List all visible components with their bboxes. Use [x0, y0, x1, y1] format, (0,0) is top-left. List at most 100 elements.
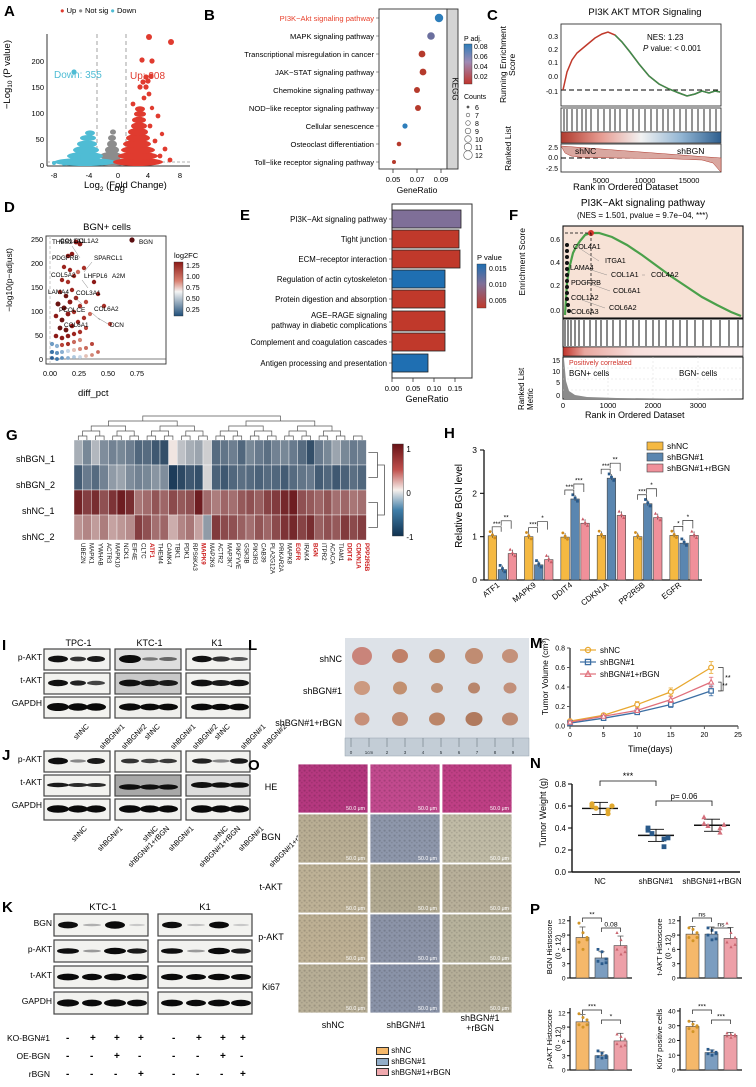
heatmap-cell: [331, 489, 341, 516]
heatmap-cell: [219, 464, 229, 491]
heatmap-cell: [73, 514, 83, 541]
heatmap-cell: [73, 489, 83, 516]
heatmap-cell: [254, 464, 264, 491]
bar: [633, 536, 643, 581]
n-data-point: [717, 825, 723, 831]
p-subchart: 0 10 20 30 40 *** *** Ki67 positive cells: [655, 1004, 742, 1075]
n-data-point: [721, 821, 727, 827]
h-legend-item: shNC: [667, 441, 688, 451]
heatmap-gene-label: ITPR2: [320, 543, 327, 561]
heatmap-cell: [263, 464, 273, 491]
n-data-point: [705, 823, 711, 828]
heatmap-cell: [340, 514, 350, 541]
svg-text:5000: 5000: [593, 176, 610, 185]
n-data-point: [609, 803, 615, 809]
o-col-1: shBGN#1: [386, 1020, 426, 1030]
gene-label-COL6A2: COL6A2: [94, 306, 119, 313]
p-subchart: 0 3 6 9 12 ** 0.08 BGN Histoscore (0 - 12): [545, 912, 632, 983]
heatmap-cell: [306, 514, 316, 541]
heatmap-cell: [168, 489, 178, 516]
svg-text:8: 8: [494, 750, 497, 755]
gene-label-SPARCL1: SPARCL1: [94, 255, 123, 262]
i-cell-0: TPC-1: [65, 638, 92, 648]
panel-d-title: BGN+ cells: [83, 222, 131, 233]
heatmap-cell: [314, 464, 324, 491]
panel-d-plot: THBS2 COL1A1 COL1A2 BGN PDGFRB SPARCL1 C…: [31, 235, 200, 378]
svg-text:10000: 10000: [635, 176, 656, 185]
heatmap-cell: [306, 489, 316, 516]
svg-text:8: 8: [178, 171, 182, 180]
o-col-2: shBGN#1 +rBGN: [460, 1013, 500, 1033]
heatmap-cell: [159, 439, 169, 466]
heatmap-cell: [357, 514, 367, 541]
heatmap-cell: [349, 489, 359, 516]
panel-d-label: D: [4, 199, 15, 216]
svg-text:1cm: 1cm: [365, 750, 374, 755]
svg-text:*: *: [650, 482, 653, 489]
heatmap-gene-label: PIK3R3: [251, 543, 258, 565]
bar: [596, 535, 606, 581]
p-ylabel: p-AKT Histoscore: [545, 1009, 554, 1068]
k-matrix-cell: -: [66, 1033, 70, 1044]
svg-text:0: 0: [562, 976, 566, 983]
bar: [606, 477, 616, 581]
heatmap-cell: [237, 439, 247, 466]
svg-text:0: 0: [350, 750, 353, 755]
svg-text:0.0: 0.0: [550, 308, 560, 315]
panel-e-plot: PI3K−Akt signaling pathway Tight junctio…: [250, 203, 507, 404]
heatmap-cell: [306, 439, 316, 466]
svg-text:0: 0: [562, 1068, 566, 1075]
panel-c-nes: NES: 1.23: [647, 33, 684, 42]
heatmap-cell: [73, 439, 83, 466]
k-matrix-cell: +: [114, 1033, 120, 1044]
panel-n-ylabel: Tumor Weight (g): [538, 778, 548, 848]
panel-e-label: E: [240, 207, 251, 224]
heatmap-cell: [297, 489, 307, 516]
panel-a-ylabel: −Log10 (P value): [2, 40, 14, 110]
svg-text:0.6: 0.6: [555, 802, 567, 811]
heatmap-cell: [219, 514, 229, 541]
p-bar: [685, 1026, 700, 1071]
svg-text:10: 10: [633, 732, 641, 739]
heatmap-cell: [168, 439, 178, 466]
e-term-4: Protein digestion and absorption: [275, 295, 387, 304]
heatmap-cell: [176, 464, 186, 491]
svg-text:1: 1: [406, 445, 411, 454]
f-gene-COL6A2: COL6A2: [609, 303, 637, 312]
heatmap-cell: [211, 514, 221, 541]
heatmap-cell: [108, 464, 118, 491]
heatmap-cell: [228, 489, 238, 516]
e-term-6: Complement and coagulation cascades: [250, 338, 387, 347]
svg-text:2000: 2000: [645, 401, 662, 410]
scale-bar-label: 50.0 μm: [418, 956, 437, 962]
svg-text:0.1: 0.1: [548, 60, 558, 67]
row-dendrogram: [368, 452, 385, 528]
panel-c-group-right: shBGN: [677, 146, 704, 156]
i-cell-2: K1: [211, 638, 223, 648]
j-lane-0-0: shNC: [69, 824, 89, 844]
bar: [653, 517, 663, 581]
panel-m-label: M: [530, 635, 543, 652]
k-matrix-cell: -: [196, 1051, 200, 1062]
heatmap-cell: [176, 489, 186, 516]
k-matrix-cell: -: [66, 1051, 70, 1062]
panel-p-histoscores: P 0 3 6 9 12 ** 0.08 BGN Histoscore (0 - 12) 0 3 6 9…: [530, 902, 756, 1087]
gene-label-A2M: A2M: [112, 273, 125, 280]
p-sig-1: **: [589, 912, 595, 919]
svg-text:4: 4: [422, 750, 425, 755]
panel-m-ylabel: Tumor Volume (cm³): [540, 638, 550, 716]
svg-text:**: **: [504, 514, 510, 521]
o-row-2: t-AKT: [259, 882, 283, 892]
panel-n-svg: 0.0 0.2 0.4 0.6 0.8 NC shBGN#1 shBGN#1+rBGN *** p…: [555, 771, 742, 886]
heatmap-cell: [142, 514, 152, 541]
kegg-term-1: MAPK signaling pathway: [290, 32, 374, 41]
ihc-image: [441, 763, 513, 814]
f-gene-ITGA1: ITGA1: [605, 256, 626, 265]
heatmap-cell: [245, 439, 255, 466]
n-category-label: NC: [594, 877, 606, 886]
o-legend-1: shBGN#1: [391, 1056, 426, 1066]
heatmap-gene-label: CDKN1A: [354, 543, 361, 569]
heatmap-gene-label: CLTC: [139, 543, 146, 559]
gene-label-COL5A2: COL5A2: [51, 272, 76, 279]
